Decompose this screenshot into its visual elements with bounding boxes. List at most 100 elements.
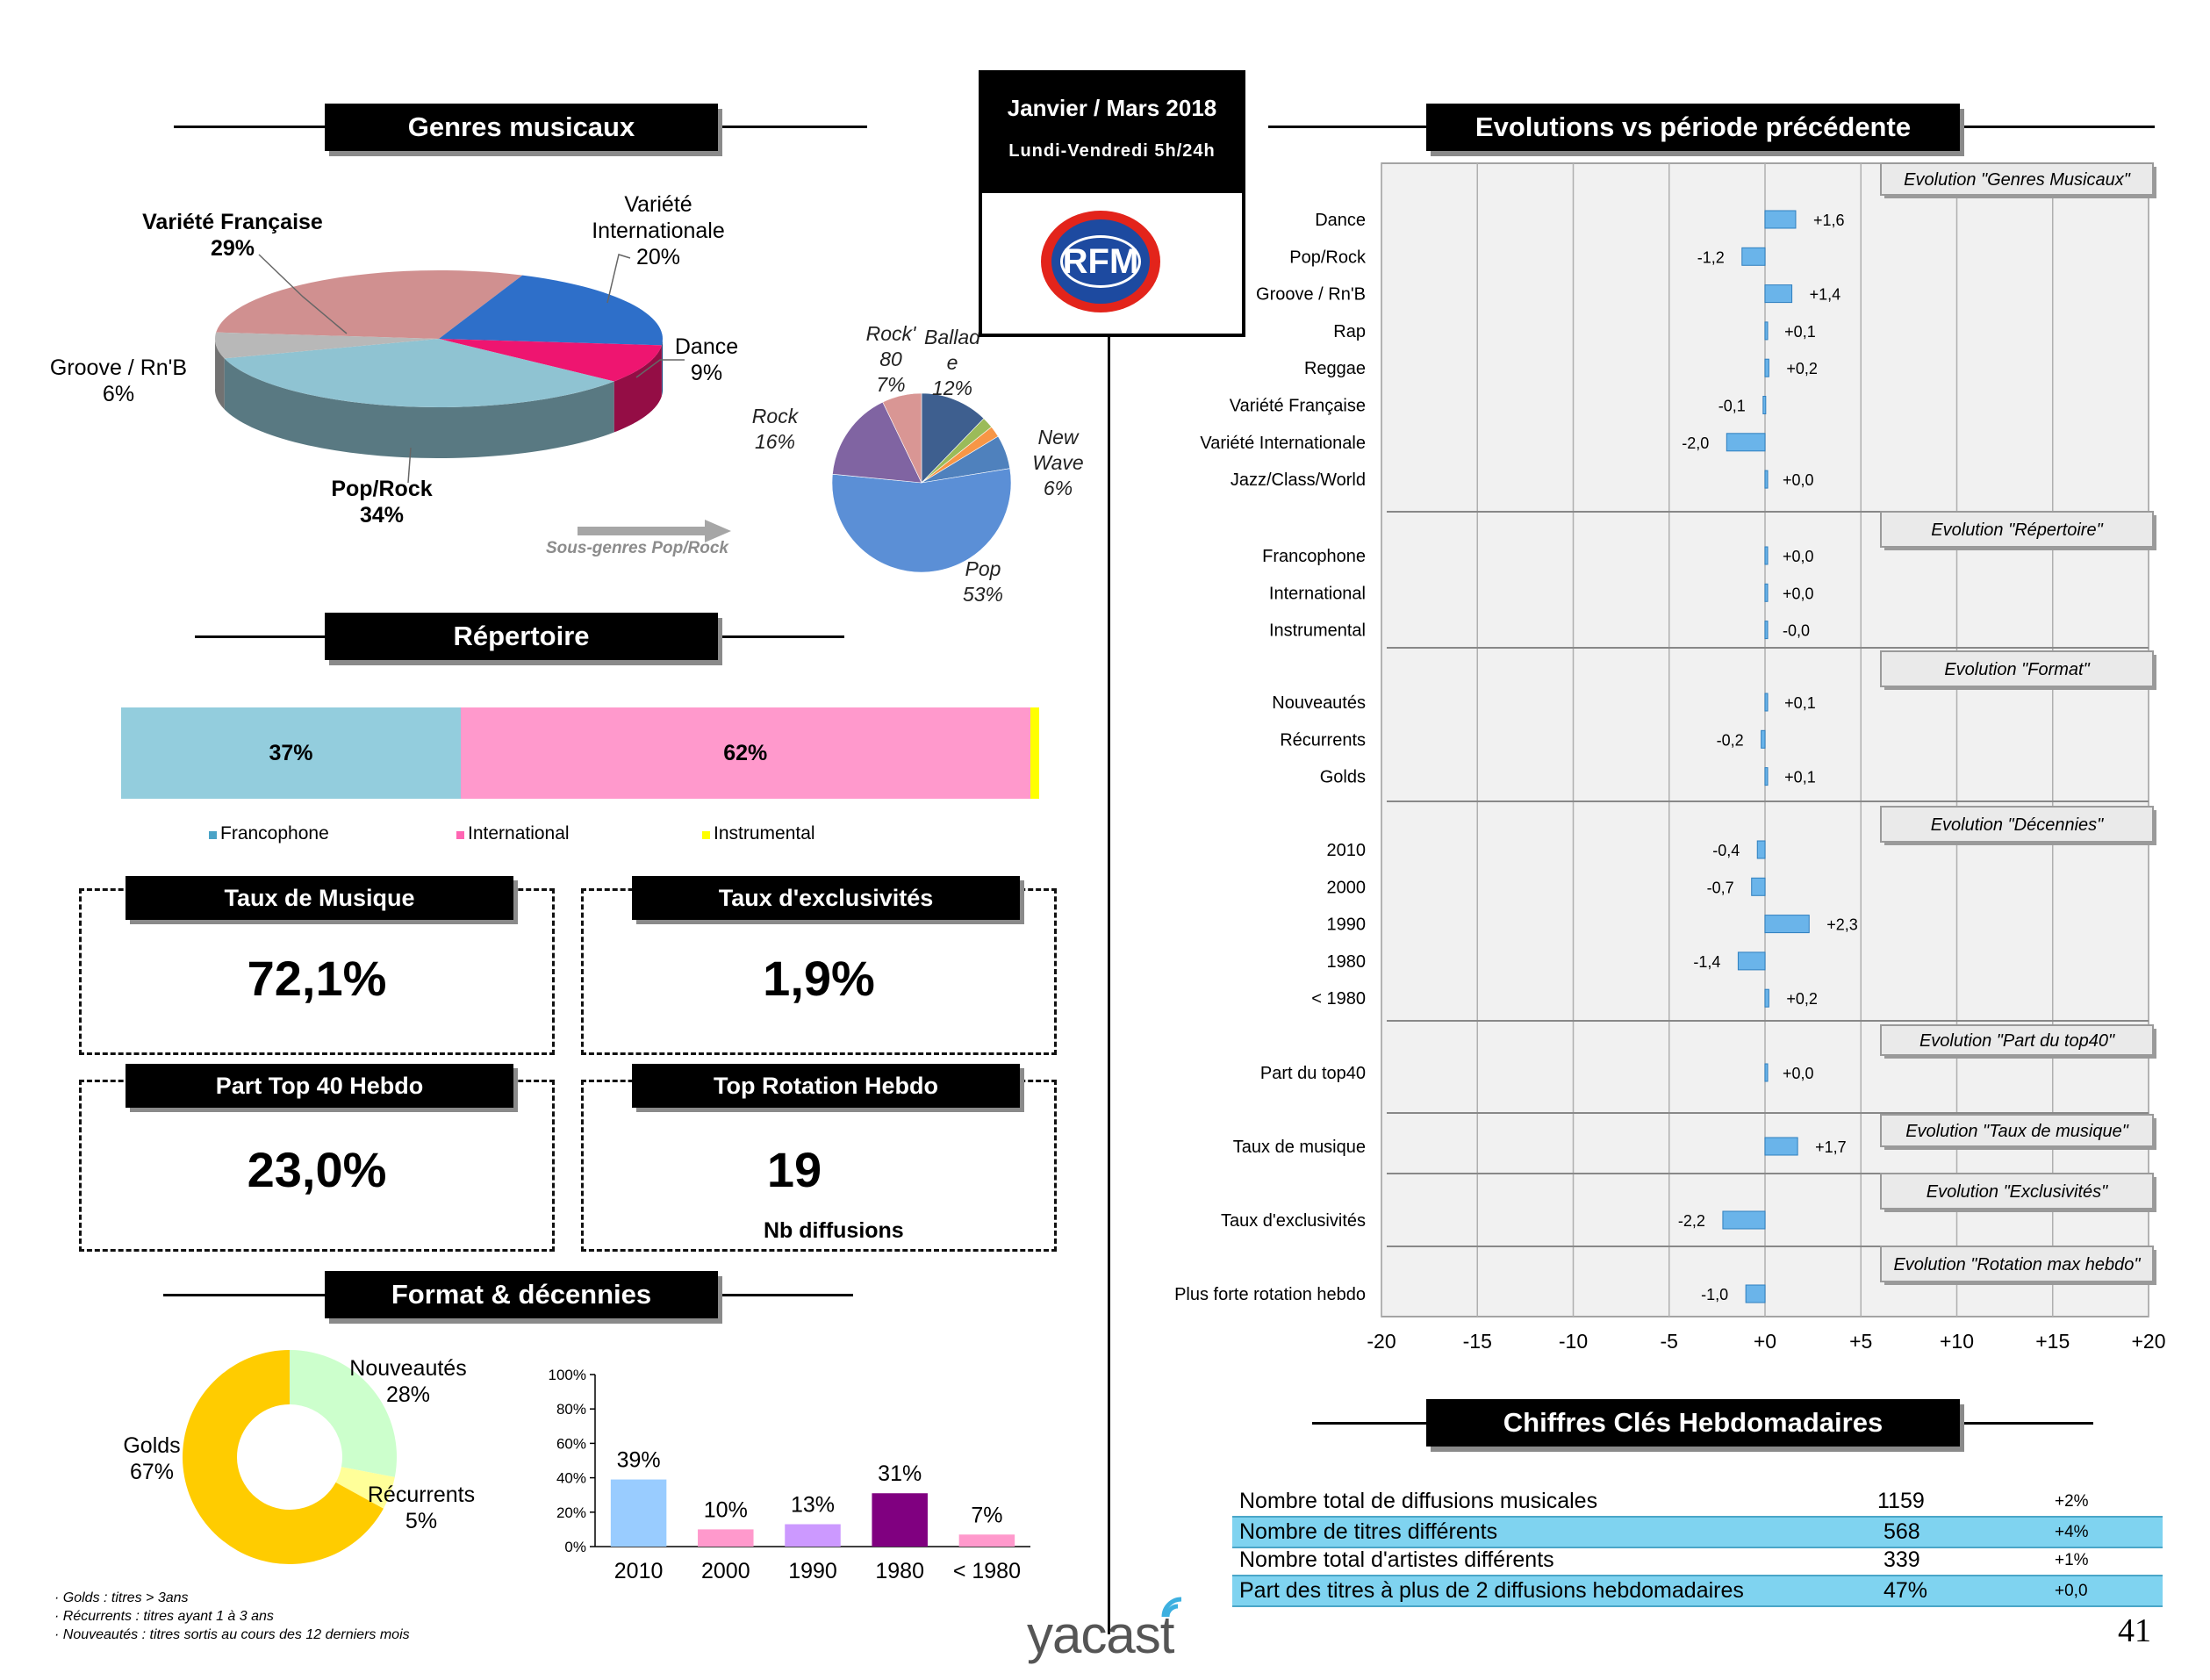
evo-row-label: Part du top40 xyxy=(1260,1064,1366,1083)
evo-bar-label: -0,1 xyxy=(1718,398,1746,415)
keyfig-row-2: Nombre total d'artistes différents 339 +… xyxy=(1232,1546,2163,1575)
subgenre-slice-Ballade xyxy=(921,392,985,484)
evo-bar-International xyxy=(1764,583,1769,602)
decades-ytick: 60% xyxy=(556,1435,586,1452)
evo-row-label: Variété Française xyxy=(1230,397,1366,416)
label-dance: Dance 9% xyxy=(674,334,739,385)
evo-row-label: 2000 xyxy=(1327,878,1367,897)
decades-bar-2010 xyxy=(610,1479,667,1547)
genres-leader-lines xyxy=(258,254,685,484)
evo-group-title: Evolution "Genres Musicaux" xyxy=(1904,170,2131,190)
keyfig-label: Nombre total d'artistes différents xyxy=(1239,1547,1554,1572)
evo-bar-2000 xyxy=(1751,877,1766,896)
evo-bar-1990 xyxy=(1764,915,1810,934)
decades-bar-label: 7% xyxy=(971,1503,1002,1527)
subgenre-slice-Rock xyxy=(832,401,922,484)
decades-bar-label: 10% xyxy=(704,1497,748,1522)
slot-label: Lundi-Vendredi 5h/24h xyxy=(1008,141,1216,161)
label-rock80: Rock' 80 7% xyxy=(865,322,916,396)
evo-bar-< 1980 xyxy=(1764,988,1769,1008)
keyfig-change: +1% xyxy=(2055,1551,2089,1569)
evo-bar-Pop/Rock xyxy=(1741,247,1766,266)
evo-xtick: +15 xyxy=(2035,1330,2070,1353)
kpi-title-music-rate: Taux de Musique xyxy=(126,876,513,920)
evo-group-title: Evolution "Part du top40" xyxy=(1919,1031,2115,1051)
evo-bar-label: -0,0 xyxy=(1783,622,1810,640)
evo-bar-label: -2,0 xyxy=(1682,434,1709,452)
evo-xtick: -15 xyxy=(1463,1330,1492,1353)
evo-row-label: 1990 xyxy=(1327,915,1367,935)
keyfig-label: Nombre de titres différents xyxy=(1239,1519,1498,1544)
footnote-recurrents: · Récurrents : titres ayant 1 à 3 ans xyxy=(54,1609,274,1624)
format-donut xyxy=(182,1350,397,1564)
genres-pie-slice-Pop/Rock xyxy=(224,339,614,407)
signal-icon xyxy=(1161,1597,1182,1618)
keyfig-change: +2% xyxy=(2055,1492,2089,1511)
kpi-value-music-rate: 72,1% xyxy=(247,951,387,1006)
evo-bar-Taux d'exclusivités xyxy=(1722,1210,1766,1230)
label-pop: Pop 53% xyxy=(962,557,1004,606)
evo-row-label: Taux de musique xyxy=(1233,1138,1366,1157)
evo-group-title: Evolution "Format" xyxy=(1944,660,2090,679)
decades-bar-1980 xyxy=(872,1493,928,1547)
label-variete-internationale: Variété Internationale 20% xyxy=(592,192,725,269)
label-ballade: Ballad e 12% xyxy=(924,326,980,399)
decades-ytick: 40% xyxy=(556,1470,586,1487)
donut-slice-Golds xyxy=(182,1350,384,1564)
evo-xtick: -20 xyxy=(1367,1330,1396,1353)
period-box: Janvier / Mars 2018 Lundi-Vendredi 5h/24… xyxy=(979,70,1245,337)
evo-bar-label: -0,2 xyxy=(1717,731,1744,749)
donut-slice-Nouveautés xyxy=(290,1350,397,1477)
evo-bar-label: +1,6 xyxy=(1813,212,1845,229)
evo-group-title: Evolution "Rotation max hebdo" xyxy=(1893,1255,2141,1274)
decades-category: 1990 xyxy=(788,1559,837,1583)
evo-xtick: -5 xyxy=(1661,1330,1678,1353)
evo-bar-label: -2,2 xyxy=(1678,1212,1705,1230)
evo-bar-Dance xyxy=(1764,210,1797,229)
decades-ytick: 0% xyxy=(564,1539,586,1555)
decades-category: < 1980 xyxy=(953,1559,1021,1583)
decades-bar-label: 31% xyxy=(878,1461,922,1486)
genres-pie xyxy=(215,270,663,458)
evo-bar-Variété Internationale xyxy=(1726,433,1766,452)
arrow-right-icon xyxy=(578,520,731,542)
decades-ytick: 100% xyxy=(549,1367,586,1383)
evo-row-label: Groove / Rn'B xyxy=(1256,285,1366,305)
center-divider xyxy=(1108,327,1110,1634)
evo-row-label: Pop/Rock xyxy=(1289,248,1367,267)
evo-group-title-box xyxy=(1880,1173,2154,1210)
evo-bar-label: +0,2 xyxy=(1786,360,1818,377)
label-new-wave: New Wave 6% xyxy=(1032,426,1084,499)
genres-title: Genres musicaux xyxy=(325,104,718,151)
repertoire-bar: 37% 62% xyxy=(121,707,1039,799)
period-label: Janvier / Mars 2018 xyxy=(1007,95,1217,121)
genres-pie-slice-Groove / Rn'B xyxy=(215,332,439,359)
evo-group-title: Evolution "Taux de musique" xyxy=(1905,1122,2129,1141)
evo-bar-Instrumental xyxy=(1764,621,1769,640)
decades-bar-1990 xyxy=(785,1524,841,1547)
evo-bar-Rap xyxy=(1764,321,1769,341)
keyfig-row-3: Part des titres à plus de 2 diffusions h… xyxy=(1232,1575,2163,1607)
period-header: Janvier / Mars 2018 Lundi-Vendredi 5h/24… xyxy=(982,74,1242,193)
decades-category: 2010 xyxy=(614,1559,664,1583)
label-golds: Golds 67% xyxy=(123,1433,181,1484)
evo-group-title-box xyxy=(1880,511,2154,548)
evo-row-label: 2010 xyxy=(1327,841,1367,860)
subgenre-slice-Pop xyxy=(831,468,1012,573)
decades-bar-label: 39% xyxy=(617,1448,661,1473)
evo-group-title: Evolution "Décennies" xyxy=(1931,815,2104,835)
decades-bar-label: 13% xyxy=(791,1493,835,1518)
evo-bar-label: -0,7 xyxy=(1707,879,1734,896)
evo-row-label: Instrumental xyxy=(1269,621,1366,641)
evo-row-label: Francophone xyxy=(1262,547,1366,566)
evo-row-label: Nouveautés xyxy=(1272,693,1366,713)
keyfig-value: 339 xyxy=(1884,1547,1920,1572)
repertoire-segment-international: 62% xyxy=(461,707,1030,799)
evo-row-label: 1980 xyxy=(1327,952,1367,972)
evo-row-label: Taux d'exclusivités xyxy=(1221,1211,1366,1231)
keyfig-value: 568 xyxy=(1884,1519,1920,1544)
evo-group-title-box xyxy=(1880,162,2154,196)
evo-row-label: Plus forte rotation hebdo xyxy=(1174,1285,1366,1304)
evo-row-label: < 1980 xyxy=(1311,989,1366,1009)
keyfig-row-1: Nombre de titres différents 568 +4% xyxy=(1232,1516,2163,1548)
